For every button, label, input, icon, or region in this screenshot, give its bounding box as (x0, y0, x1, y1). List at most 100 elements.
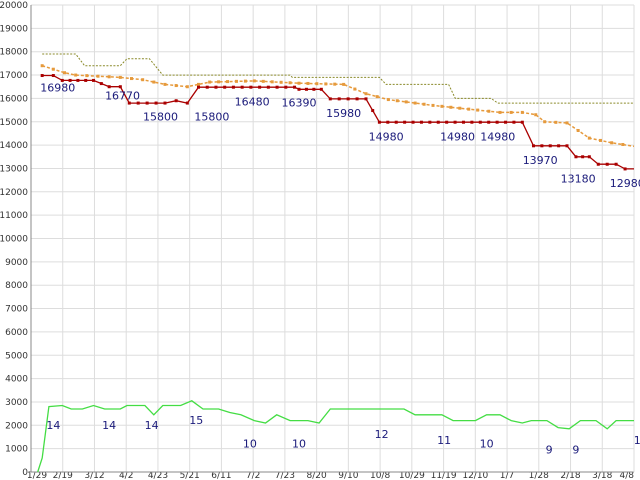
y-tick-label: 15000 (0, 118, 28, 128)
series-marker-average (234, 79, 238, 83)
series-marker-average (565, 121, 569, 125)
y-tick-label: 6000 (5, 328, 28, 338)
series-marker-average (342, 82, 346, 86)
series-marker-price (470, 120, 474, 124)
series-marker-price (174, 99, 178, 103)
data-label: 15980 (326, 107, 361, 120)
data-label: 15800 (143, 111, 178, 124)
series-marker-average (576, 129, 580, 133)
x-tick-label: 4/23 (148, 471, 168, 480)
y-tick-label: 18000 (0, 48, 28, 58)
x-tick-label: 4/8 (620, 471, 635, 480)
series-marker-average (324, 82, 328, 86)
series-marker-price (312, 87, 316, 91)
x-tick-label: 2/19 (53, 471, 73, 480)
series-marker-price (214, 85, 218, 89)
series-marker-average (252, 79, 256, 83)
series-marker-average (395, 99, 399, 103)
data-label: 13970 (523, 154, 558, 167)
series-marker-price (445, 120, 449, 124)
series-marker-average (130, 77, 133, 81)
series-marker-price (84, 78, 88, 82)
series-marker-average (520, 110, 524, 114)
series-markers (40, 64, 627, 171)
x-tick-label: 3/12 (84, 471, 104, 480)
series-marker-average (306, 81, 310, 85)
series-marker-average (534, 113, 538, 117)
x-tick-label: 5/21 (180, 471, 200, 480)
series-marker-average (208, 80, 212, 84)
series-marker-average (197, 82, 200, 86)
x-tick-label: 8/20 (307, 471, 327, 480)
series-marker-price (581, 155, 585, 159)
series-marker-average (74, 73, 78, 77)
series-marker-price (154, 101, 158, 105)
y-tick-label: 19000 (0, 24, 28, 34)
series-marker-price (377, 120, 381, 124)
series-marker-average (40, 64, 44, 68)
data-label: 16980 (40, 81, 75, 94)
series-marker-price (258, 85, 262, 89)
data-label: 15800 (194, 111, 229, 124)
series-marker-price (394, 120, 398, 124)
series-marker-price (565, 144, 569, 148)
data-label: 14 (46, 419, 60, 432)
series-marker-price (386, 120, 390, 124)
series-line-price (42, 74, 634, 170)
series-marker-average (63, 71, 66, 75)
y-tick-label: 12000 (0, 188, 28, 198)
y-tick-label: 17000 (0, 71, 28, 81)
x-tick-label: 10/8 (370, 471, 390, 480)
series-marker-price (520, 120, 524, 124)
series-marker-price (185, 101, 189, 105)
data-label: 16480 (235, 95, 270, 108)
series-marker-price (249, 85, 253, 89)
series-marker-average (364, 92, 368, 96)
series-marker-price (371, 109, 375, 113)
x-tick-label: 1/29 (27, 471, 47, 480)
x-tick-label: 10/29 (399, 471, 425, 480)
series-marker-average (375, 95, 379, 99)
data-label: 13180 (561, 172, 596, 185)
series-marker-price (275, 85, 279, 89)
series-marker-average (386, 98, 390, 102)
data-label: 15 (189, 414, 203, 427)
x-tick-label: 4/2 (119, 471, 133, 480)
y-tick-label: 14000 (0, 141, 28, 151)
series-marker-average (279, 80, 283, 84)
y-tick-label: 1000 (5, 445, 28, 455)
data-label: 14980 (480, 130, 515, 143)
series-line-upper (42, 53, 634, 104)
y-tick-label: 7000 (5, 305, 28, 315)
series-marker-average (413, 101, 417, 105)
series-marker-price (512, 120, 516, 124)
x-tick-label: 3/18 (592, 471, 612, 480)
series-marker-price (127, 101, 131, 105)
series-marker-price (411, 120, 415, 124)
series-marker-average (85, 74, 89, 78)
data-label: 10 (480, 437, 494, 450)
y-tick-label: 0 (22, 468, 28, 478)
series-marker-average (270, 80, 274, 84)
series-marker-price (163, 101, 167, 105)
series-marker-average (449, 105, 453, 109)
series-marker-price (355, 97, 359, 101)
series-marker-average (185, 85, 189, 89)
series-marker-price (293, 85, 297, 89)
series-marker-price (337, 97, 341, 101)
y-tick-label: 5000 (5, 351, 28, 361)
series-marker-price (428, 120, 432, 124)
data-label: 14 (145, 419, 159, 432)
series-marker-price (453, 120, 457, 124)
series-marker-price (540, 144, 544, 148)
data-label: 14980 (369, 130, 404, 143)
data-label: 9 (572, 443, 579, 456)
series-marker-average (141, 78, 145, 82)
series-marker-price (40, 74, 44, 78)
y-tick-label: 4000 (5, 375, 28, 385)
series-marker-price (596, 162, 600, 166)
series-marker-price (51, 74, 55, 78)
series-marker-price (574, 155, 578, 159)
series-marker-price (548, 144, 552, 148)
series-marker-price (99, 82, 103, 86)
